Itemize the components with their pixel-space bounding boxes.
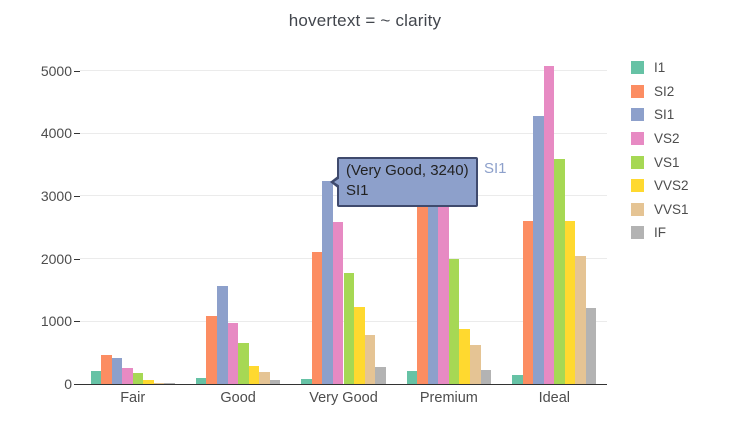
bar[interactable] (132, 373, 144, 384)
bar[interactable] (90, 370, 102, 384)
legend-swatch (631, 226, 644, 240)
y-tick-label: 5000 (40, 62, 72, 79)
legend-item[interactable]: VS1 (631, 150, 689, 174)
legend-label: SI2 (654, 83, 675, 99)
legend-item[interactable]: I1 (631, 56, 689, 80)
bar[interactable] (438, 173, 449, 384)
bar[interactable] (259, 372, 270, 384)
x-tick-label: Ideal (538, 390, 571, 406)
legend-swatch (631, 202, 644, 216)
bar[interactable] (427, 159, 439, 384)
tooltip-side-label: SI1 (484, 160, 507, 177)
bar[interactable] (512, 374, 523, 384)
bar[interactable] (522, 221, 534, 384)
bar[interactable] (564, 220, 576, 384)
legend-swatch (631, 61, 644, 75)
bar[interactable] (332, 221, 344, 384)
bar[interactable] (533, 115, 544, 384)
y-tick-label: 1000 (40, 313, 72, 330)
bar[interactable] (417, 199, 428, 384)
y-tick-mark (74, 70, 80, 72)
legend-swatch (631, 155, 644, 169)
bar[interactable] (543, 66, 555, 384)
bar[interactable] (375, 367, 386, 384)
tooltip-line2: SI1 (346, 182, 369, 199)
bar[interactable] (248, 366, 260, 384)
tooltip-arrow-fill (334, 178, 340, 186)
y-tick-mark (74, 133, 80, 135)
bar[interactable] (122, 367, 133, 384)
x-tick-label: Premium (419, 390, 478, 406)
bar[interactable] (143, 379, 154, 384)
bar[interactable] (480, 369, 492, 384)
y-tick-mark (74, 384, 80, 385)
x-axis-line (80, 383, 607, 385)
legend-swatch (631, 132, 644, 146)
legend-item[interactable]: VVS2 (631, 174, 689, 198)
bar[interactable] (269, 379, 281, 384)
chart-title: hovertext = ~ clarity (288, 11, 442, 30)
bar[interactable] (111, 358, 123, 384)
plot-area[interactable] (80, 58, 607, 385)
y-tick-label: 2000 (40, 250, 72, 267)
legend-item[interactable]: IF (631, 221, 689, 245)
legend-label: VS1 (654, 154, 680, 170)
y-tick-mark (74, 321, 80, 323)
bar[interactable] (238, 343, 249, 384)
hover-tooltip: (Very Good, 3240) SI1 (330, 157, 478, 207)
legend-item[interactable]: SI1 (631, 103, 689, 127)
legend-label: VVS2 (654, 178, 689, 194)
bar[interactable] (469, 345, 481, 384)
legend-item[interactable]: VVS1 (631, 198, 689, 222)
y-tick-label: 4000 (40, 125, 72, 142)
legend-swatch (631, 84, 644, 98)
tooltip-line1: (Very Good, 3240) (346, 162, 469, 179)
bar[interactable] (311, 252, 323, 384)
bar[interactable] (354, 306, 365, 384)
legend-swatch (631, 179, 644, 193)
legend: I1 SI2 SI1 VS2 VS1 VVS2 VVS1 IF (631, 56, 689, 245)
bar[interactable] (206, 316, 217, 384)
gridline (80, 70, 607, 71)
bar[interactable] (195, 377, 207, 384)
bar[interactable] (101, 354, 112, 384)
legend-label: SI1 (654, 107, 675, 123)
y-tick-mark (74, 195, 80, 197)
x-tick-label: Fair (120, 390, 146, 406)
bar[interactable] (459, 329, 470, 384)
bar[interactable] (301, 378, 312, 384)
bar[interactable] (406, 371, 418, 384)
bar[interactable] (343, 272, 355, 384)
legend-label: VS2 (654, 131, 680, 147)
bar[interactable] (227, 322, 239, 384)
bar[interactable] (217, 286, 228, 384)
y-tick-label: 3000 (40, 187, 72, 204)
x-tick-label: Very Good (309, 390, 378, 406)
legend-item[interactable]: VS2 (631, 127, 689, 151)
x-tick-label: Good (220, 390, 256, 406)
gridline (80, 258, 607, 260)
legend-swatch (631, 108, 644, 122)
bar[interactable] (575, 255, 586, 384)
y-tick-mark (74, 258, 80, 260)
gridline (80, 132, 607, 134)
bar[interactable] (322, 180, 333, 384)
legend-label: I1 (654, 60, 666, 76)
bar[interactable] (554, 158, 565, 384)
bar[interactable] (448, 259, 460, 384)
y-tick-label: 0 (64, 376, 72, 392)
bar[interactable] (364, 334, 376, 384)
bar[interactable] (585, 308, 597, 384)
legend-label: IF (654, 225, 666, 241)
legend-label: VVS1 (654, 201, 689, 217)
legend-item[interactable]: SI2 (631, 80, 689, 104)
bar[interactable] (153, 382, 165, 384)
